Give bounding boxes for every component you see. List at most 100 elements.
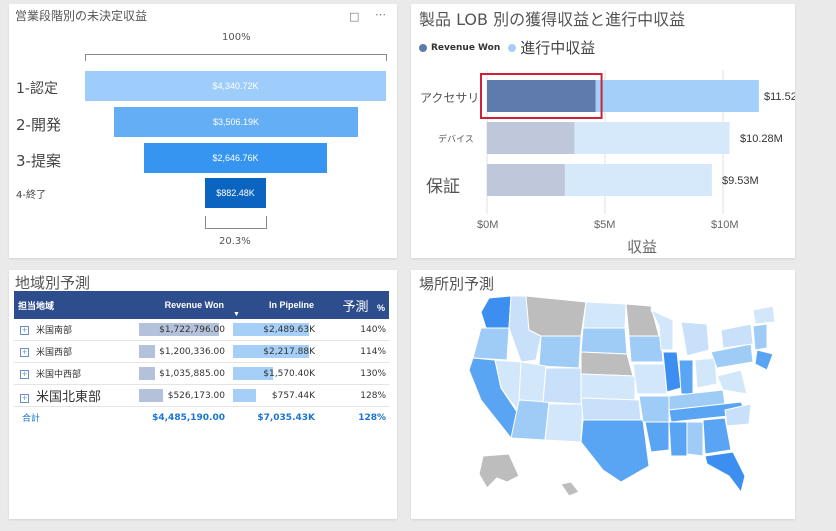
map-state[interactable]: [716, 369, 748, 395]
more-options-icon[interactable]: ⋯: [375, 8, 387, 21]
map-state[interactable]: [542, 367, 584, 405]
funnel-tile[interactable]: 営業段階別の未決定収益 □ ⋯ 100% 1-認定 $4,340.72K 2-開…: [9, 4, 397, 258]
pipeline-data-bar: [233, 323, 309, 336]
funnel-bar[interactable]: $882.48K: [205, 178, 266, 208]
pipeline-value: $2,217.88K: [263, 346, 315, 357]
total-label: 合計: [22, 414, 41, 424]
table-row[interactable]: + 米国北東部 $526,173.00 $757.44K 128%: [14, 384, 389, 407]
lob-bar-chart[interactable]: [411, 4, 795, 258]
pipeline-value: $757.44K: [271, 390, 315, 401]
funnel-stage-label: 2-開発: [16, 116, 61, 134]
map-state[interactable]: [580, 373, 636, 401]
map-state[interactable]: [582, 301, 627, 329]
map-state[interactable]: [472, 327, 510, 361]
map-state[interactable]: [702, 417, 732, 455]
map-state[interactable]: [752, 305, 776, 325]
region-name: 米国北東部: [36, 390, 102, 405]
map-state[interactable]: [649, 308, 674, 351]
expand-icon[interactable]: +: [20, 348, 29, 357]
legend-pipeline-label[interactable]: 進行中収益: [520, 39, 596, 57]
map-state[interactable]: [544, 403, 584, 443]
won-value: $1,722,796.00: [159, 324, 225, 335]
map-state[interactable]: [754, 349, 774, 371]
map-state[interactable]: [710, 343, 754, 369]
map-state[interactable]: [560, 481, 580, 497]
map-state[interactable]: [638, 395, 670, 423]
region-tile[interactable]: 地域別予測 担当地域 Revenue Won In Pipeline ▼ 予測 …: [9, 270, 397, 519]
won-bar[interactable]: [487, 80, 596, 112]
funnel-bar-value: $882.48K: [216, 188, 255, 198]
map-state[interactable]: [678, 359, 694, 395]
won-bar[interactable]: [487, 164, 565, 196]
funnel-bar-value: $2,646.76K: [212, 153, 259, 163]
funnel-bar[interactable]: $3,506.19K: [114, 107, 358, 137]
pipeline-value: $2,489.63K: [263, 324, 315, 335]
map-state[interactable]: [478, 453, 520, 489]
won-data-bar: [139, 345, 155, 358]
total-won: $4,485,190.00: [152, 412, 225, 423]
map-title: 場所別予測: [419, 275, 495, 293]
region-name: 米国南部: [36, 326, 73, 336]
map-state[interactable]: [724, 403, 752, 427]
total-pipeline: $7,035.43K: [257, 412, 315, 423]
col-header-forecast[interactable]: 予測 %: [318, 291, 389, 319]
map-state[interactable]: [752, 323, 768, 351]
won-data-bar: [139, 389, 163, 402]
map-state[interactable]: [518, 361, 547, 403]
region-name: 米国中西部: [36, 370, 82, 380]
category-label: アクセサリ: [420, 91, 480, 105]
won-data-bar: [139, 367, 155, 380]
lob-title: 製品 LOB 別の獲得収益と進行中収益: [419, 10, 686, 29]
map-state[interactable]: [628, 335, 664, 363]
bar-data-label: $10.28M: [740, 133, 783, 145]
bar-data-label: $9.53M: [722, 175, 759, 187]
map-state[interactable]: [720, 323, 754, 349]
funnel-bar[interactable]: $4,340.72K: [85, 71, 386, 101]
col-header-pipeline-label: In Pipeline: [268, 300, 314, 310]
map-state[interactable]: [625, 303, 660, 337]
pipeline-data-bar: [233, 367, 273, 380]
table-header-row: 担当地域 Revenue Won In Pipeline ▼ 予測 %: [14, 291, 389, 319]
category-label: 保証: [426, 177, 460, 197]
map-state[interactable]: [580, 351, 634, 377]
map-state[interactable]: [668, 421, 688, 457]
map-state[interactable]: [480, 295, 512, 329]
map-state[interactable]: [525, 295, 587, 337]
won-data-bar: [139, 323, 219, 336]
map-state[interactable]: [580, 419, 650, 483]
funnel-stage-label: 4-終了: [16, 190, 46, 201]
bar-data-label: $11.52M: [764, 91, 795, 103]
expand-icon[interactable]: +: [20, 326, 29, 335]
table-row[interactable]: + 米国中西部 $1,035,885.00 $1,570.40K 130%: [14, 362, 389, 385]
focus-mode-icon[interactable]: □: [349, 10, 360, 23]
map-state[interactable]: [694, 357, 718, 389]
map-state[interactable]: [680, 321, 710, 357]
map-state[interactable]: [644, 421, 670, 453]
x-axis-title: 収益: [627, 238, 658, 256]
table-row[interactable]: + 米国南部 $1,722,796.00 $2,489.63K 140%: [14, 319, 389, 341]
expand-icon[interactable]: +: [20, 394, 29, 403]
map-state[interactable]: [704, 451, 746, 494]
col-header-pipeline[interactable]: In Pipeline ▼: [228, 291, 318, 319]
map-state[interactable]: [580, 397, 642, 421]
map-state[interactable]: [686, 421, 704, 457]
sort-desc-icon[interactable]: ▼: [233, 311, 240, 318]
map-state[interactable]: [538, 335, 582, 369]
pipeline-value: $1,570.40K: [263, 368, 315, 379]
map-state[interactable]: [580, 327, 628, 355]
col-header-won[interactable]: Revenue Won: [134, 291, 228, 319]
expand-icon[interactable]: +: [20, 370, 29, 379]
funnel-bottom-bracket: [205, 216, 267, 229]
map-state[interactable]: [632, 363, 668, 395]
lob-tile[interactable]: 製品 LOB 別の獲得収益と進行中収益 Revenue Won 進行中収益 アク…: [411, 4, 795, 258]
won-value: $1,200,336.00: [159, 346, 225, 357]
table-row[interactable]: + 米国西部 $1,200,336.00 $2,217.88K 114%: [14, 340, 389, 363]
col-header-region[interactable]: 担当地域: [14, 291, 134, 319]
us-choropleth-map[interactable]: [411, 270, 795, 519]
won-bar[interactable]: [487, 122, 575, 154]
pct-value: 140%: [318, 319, 389, 341]
legend-won-label[interactable]: Revenue Won: [431, 42, 501, 53]
funnel-bottom-pct: 20.3%: [219, 236, 251, 247]
map-tile[interactable]: 場所別予測: [411, 270, 795, 519]
funnel-bar[interactable]: $2,646.76K: [144, 143, 327, 173]
